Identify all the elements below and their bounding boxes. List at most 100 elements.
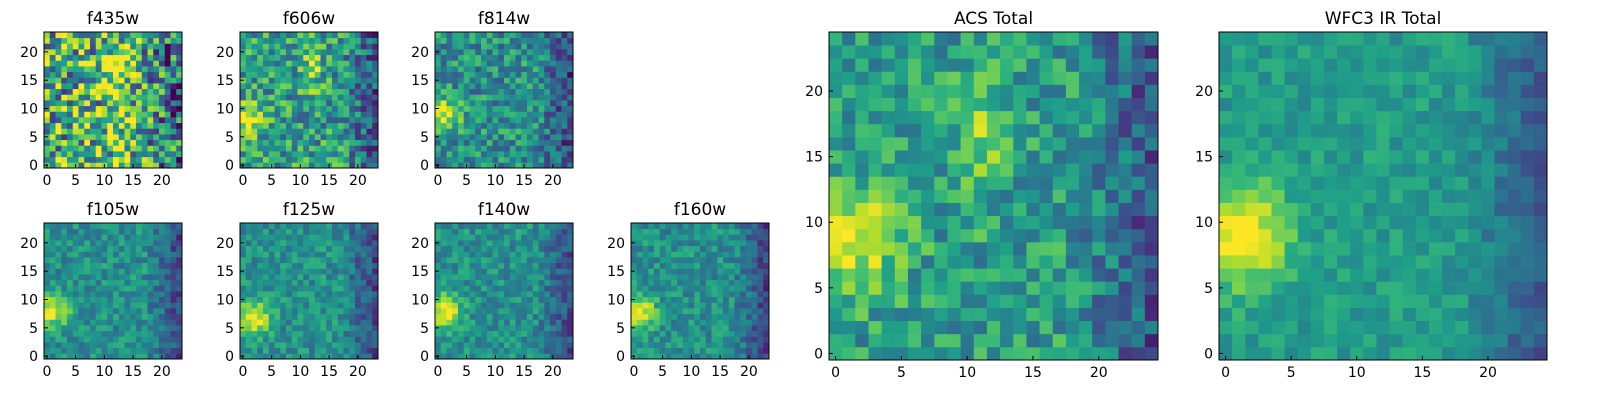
heatmap-cell [95,313,102,320]
heatmap-cell [291,268,298,275]
heatmap-cell [337,77,344,84]
heatmap-cell [355,240,362,247]
heatmap-cell [90,285,97,292]
heatmap-cell [1376,346,1390,361]
heatmap-cell [481,308,488,315]
heatmap-cell [49,308,56,315]
heatmap-cell [320,94,327,101]
heatmap-cell [130,285,137,292]
heatmap-cell [561,145,568,152]
heatmap-cell [469,279,476,286]
heatmap-cell [475,308,482,315]
heatmap-cell [360,245,367,252]
heatmap-cell [509,117,516,124]
heatmap-cell [61,319,68,326]
heatmap-cell [532,88,539,95]
heatmap-cell [973,110,988,125]
heatmap-cell [332,347,339,354]
heatmap-cell [55,330,62,337]
heatmap-cell [280,117,287,124]
heatmap-cell [147,342,154,349]
heatmap-cell [469,111,476,118]
heatmap-cell [527,117,534,124]
heatmap-cell [257,77,264,84]
heatmap-cell [469,71,476,78]
heatmap-cell [268,94,275,101]
heatmap-cell [1079,215,1093,230]
heatmap-cell [159,32,166,39]
heatmap-cell [101,223,108,230]
heatmap-cell [72,268,79,275]
heatmap-cell [907,202,922,217]
heatmap-cell [366,296,373,303]
heatmap-cell [504,151,511,158]
heatmap-cell [458,156,465,163]
heatmap-cell [309,342,316,349]
heatmap-cell [509,83,516,90]
heatmap-cell [113,66,120,73]
heatmap-cell [67,353,74,360]
heatmap-cell [734,336,741,343]
heatmap-cell [170,251,177,258]
heatmap-cell [170,279,177,286]
heatmap-cell [136,228,143,235]
heatmap-cell [757,308,764,315]
heatmap-cell [440,291,447,298]
heatmap-cell [90,117,97,124]
heatmap-cell [723,268,730,275]
heatmap-cell [1533,307,1548,322]
heatmap-cell [176,43,183,50]
heatmap-cell [868,58,883,72]
heatmap-cell [309,37,316,44]
heatmap-cell [763,291,770,298]
heatmap-cell [286,117,293,124]
heatmap-cell [973,97,988,112]
heatmap-cell [95,66,102,73]
heatmap-cell [538,274,545,281]
heatmap-cell [136,37,143,44]
heatmap-cell [700,342,707,349]
heatmap-cell [297,313,304,320]
heatmap-cell [355,83,362,90]
heatmap-cell [636,279,643,286]
heatmap-cell [107,128,114,135]
heatmap-cell [475,32,482,39]
heatmap-cell [176,117,183,124]
heatmap-cell [240,342,247,349]
heatmap-cell [509,100,516,107]
heatmap-cell [130,134,137,141]
heatmap-cell [751,313,758,320]
heatmap-cell [84,71,91,78]
heatmap-cell [521,274,528,281]
heatmap-cell [452,77,459,84]
heatmap-cell [757,342,764,349]
heatmap-cell [746,223,753,230]
heatmap-cell [360,49,367,56]
heatmap-cell [728,325,735,332]
heatmap-cell [700,308,707,315]
heatmap-cell [1389,294,1404,308]
heatmap-cell [107,134,114,141]
heatmap-cell [118,262,125,269]
heatmap-cell [527,156,534,163]
heatmap-cell [440,353,447,360]
heatmap-cell [320,151,327,158]
heatmap-cell [567,156,574,163]
heatmap-cell [894,84,909,98]
heatmap-cell [286,43,293,50]
heatmap-cell [642,302,649,309]
heatmap-cell [291,145,298,152]
heatmap-cell [107,94,114,101]
heatmap-cell [286,139,293,146]
heatmap-cell [550,313,557,320]
heatmap-cell [538,342,545,349]
heatmap-cell [458,262,465,269]
heatmap-cell [1258,346,1272,361]
heatmap-cell [435,151,442,158]
heatmap-cell [435,37,442,44]
heatmap-cell [118,105,125,112]
heatmap-cell [67,66,74,73]
heatmap-cell [90,94,97,101]
heatmap-cell [101,342,108,349]
